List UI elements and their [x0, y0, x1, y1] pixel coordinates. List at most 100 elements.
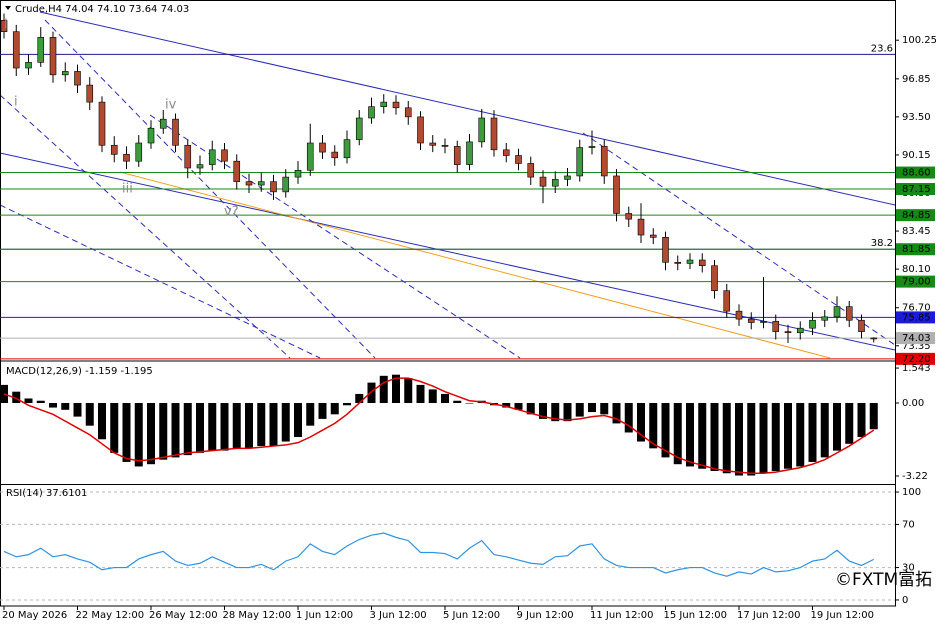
macd-bar — [245, 403, 253, 449]
macd-bar — [833, 403, 841, 451]
candle-body — [527, 163, 535, 178]
x-tick-label: 11 Jun 12:00 — [590, 610, 654, 621]
macd-bar — [330, 403, 339, 415]
y-tick-label: 76.70 — [902, 303, 931, 314]
x-tick-label: 22 May 12:00 — [76, 610, 145, 621]
wave-label: v? — [224, 205, 239, 220]
candle-body — [453, 146, 461, 165]
candle-body — [319, 142, 326, 153]
fib-label: 23.6 — [871, 43, 893, 54]
macd-bar — [379, 375, 388, 404]
candle-body — [796, 327, 804, 334]
macd-bar — [759, 403, 768, 474]
macd-bar — [134, 403, 143, 467]
candle-body — [649, 234, 657, 238]
macd-bar — [49, 403, 57, 408]
candle-body — [159, 118, 167, 129]
candle-body — [417, 116, 424, 144]
candle-body — [870, 337, 878, 340]
macd-bar — [428, 389, 437, 404]
y-tick-label: 80.10 — [902, 264, 931, 275]
macd-bar — [686, 403, 694, 467]
candle-body — [147, 127, 155, 144]
candle-body — [0, 20, 8, 32]
fib-label: 38.2 — [871, 238, 893, 249]
candle-body — [747, 318, 755, 323]
y-tick-label: 73.35 — [902, 341, 931, 352]
wave-label: iv — [165, 98, 177, 113]
dashed-trendline — [0, 204, 321, 359]
candle-body — [478, 117, 486, 143]
candle-body — [711, 265, 718, 291]
macd-bar — [416, 384, 425, 404]
candle-body — [355, 117, 363, 140]
macd-bar — [575, 403, 584, 417]
candle-body — [809, 319, 816, 329]
candle-body — [294, 169, 302, 178]
macd-bar — [61, 403, 70, 410]
y-tick-label: 100 — [902, 487, 921, 498]
candle-body — [98, 101, 106, 146]
dashed-trendline — [0, 94, 291, 359]
candle-body — [821, 316, 829, 321]
macd-bar — [85, 403, 94, 426]
macd-bar — [367, 382, 376, 404]
menu-arrow[interactable] — [5, 6, 11, 10]
level-box — [896, 275, 935, 288]
candle-body — [576, 147, 584, 177]
macd-bar — [502, 403, 511, 408]
macd-bar — [294, 403, 302, 438]
candle-body — [343, 139, 351, 159]
plot-frame — [0, 0, 896, 607]
macd-bar — [232, 403, 241, 449]
candle-body — [613, 175, 620, 214]
x-tick-label: 5 Jun 12:00 — [443, 610, 500, 621]
candle-body — [600, 146, 608, 177]
candle-body — [86, 84, 94, 103]
level-box — [896, 311, 935, 324]
macd-bar — [612, 403, 621, 424]
macd-bar — [208, 403, 217, 451]
y-tick-label: 0 — [902, 595, 908, 606]
candle-body — [784, 331, 792, 334]
macd-bar — [355, 393, 364, 404]
candle-body — [392, 101, 400, 109]
candle-body — [698, 259, 706, 267]
candle-body — [61, 71, 69, 76]
candle-body — [221, 149, 228, 162]
candle-body — [49, 37, 57, 76]
macd-bar — [12, 391, 21, 404]
candle-body — [588, 146, 596, 148]
macd-bar — [845, 403, 854, 444]
macd-bar — [710, 403, 719, 471]
macd-bar — [306, 403, 315, 426]
macd-bar — [857, 403, 866, 438]
candle-body — [257, 181, 265, 186]
level-label: 74.03 — [902, 333, 931, 344]
level-box — [896, 332, 935, 345]
level-label: 87.15 — [902, 184, 931, 195]
wave-label: I — [4, 18, 8, 33]
x-tick-label: 1 Jun 12:00 — [296, 610, 353, 621]
y-tick-label: 93.50 — [902, 112, 931, 123]
x-tick-label: 26 May 12:00 — [149, 610, 218, 621]
level-box — [896, 183, 935, 196]
candle-body — [270, 181, 277, 193]
level-label: 79.00 — [902, 277, 931, 288]
macd-bar — [698, 403, 707, 469]
macd-bar — [269, 403, 278, 447]
candle-body — [858, 319, 865, 332]
x-tick-label: 28 May 12:00 — [223, 610, 292, 621]
macd-title: MACD(12,26,9) -1.159 -1.195 — [6, 366, 153, 377]
candle-body — [37, 37, 45, 63]
macd-bar — [465, 403, 474, 404]
macd-bar — [24, 398, 33, 404]
wave-label: i — [14, 95, 18, 110]
macd-bar — [661, 403, 670, 458]
level-label: 81.85 — [902, 244, 931, 255]
macd-bar — [588, 403, 596, 413]
x-tick-label: 19 Jun 12:00 — [811, 610, 875, 621]
candle-body — [490, 117, 498, 151]
